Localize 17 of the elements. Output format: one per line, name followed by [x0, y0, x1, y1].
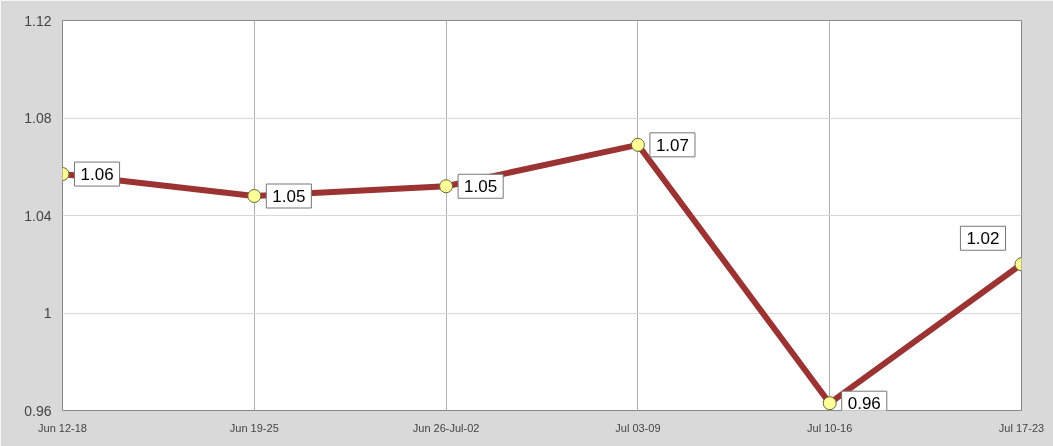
data-label: 1.02 — [966, 229, 1000, 249]
x-tick-label: Jun 19-25 — [229, 421, 279, 434]
y-tick-label: 1 — [43, 305, 52, 321]
data-label: 1.05 — [464, 177, 498, 197]
x-tick-label: Jul 03-09 — [615, 421, 661, 434]
data-label: 1.06 — [80, 165, 114, 185]
y-tick-label: 1.08 — [24, 110, 52, 126]
data-label: 1.05 — [272, 187, 306, 206]
data-label: 0.96 — [847, 394, 881, 414]
x-tick-label: Jul 10-16 — [807, 421, 853, 434]
y-tick-label: 0.96 — [24, 402, 52, 419]
y-tick-label: 1.12 — [24, 12, 52, 29]
x-tick-label: Jun 12-18 — [38, 421, 87, 434]
x-tick-label: Jun 26-Jul-02 — [412, 421, 480, 434]
x-tick-label: Jul 17-23 — [998, 421, 1045, 434]
y-tick-label: 1.04 — [24, 207, 52, 224]
data-label: 1.07 — [655, 135, 689, 155]
